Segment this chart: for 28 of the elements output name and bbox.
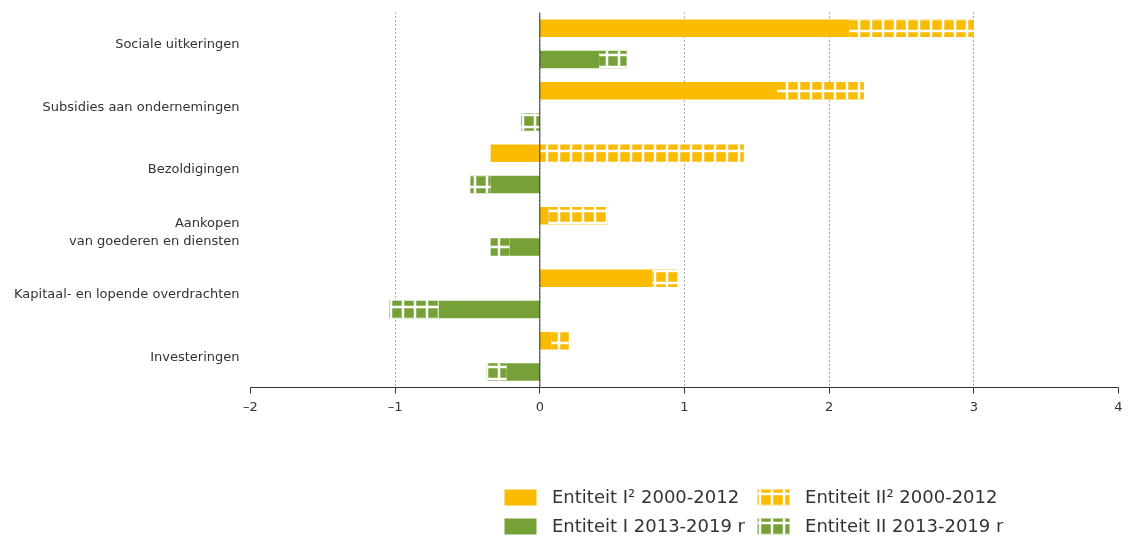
bar — [438, 300, 540, 319]
bar — [490, 175, 540, 194]
x-tick-label: 3 — [969, 398, 978, 414]
x-tick-label: –1 — [387, 398, 403, 414]
x-tick-label: 1 — [680, 398, 689, 414]
legend-label: Entiteit II 2013-2019 r — [805, 515, 1004, 536]
legend-label: Entiteit I² 2000-2012 — [552, 486, 740, 507]
bar — [539, 206, 549, 225]
y-tick-label: Sociale uitkeringen — [115, 36, 240, 52]
y-tick-label: Bezoldigingen — [147, 161, 240, 177]
x-tick-label: 2 — [825, 398, 834, 414]
bar — [539, 331, 552, 350]
legend-label: Entiteit I 2013-2019 r — [552, 515, 746, 536]
y-tick-label: Subsidies aan ondernemingen — [42, 98, 240, 114]
y-tick-label: Aankopen van goederen en diensten — [69, 214, 240, 248]
bar — [539, 269, 653, 287]
bar — [539, 50, 600, 69]
bar — [539, 81, 778, 100]
x-tick-label: –2 — [243, 398, 258, 414]
x-tick-label: 0 — [535, 398, 544, 414]
bar — [509, 238, 540, 256]
y-tick-label: Investeringen — [150, 348, 240, 364]
x-tick-label: 4 — [1114, 398, 1123, 414]
legend-label: Entiteit II² 2000-2012 — [805, 486, 998, 507]
bar — [490, 144, 540, 162]
bar — [539, 19, 850, 37]
y-tick-label: Kapitaal- en lopende overdrachten — [14, 286, 240, 302]
bar — [506, 363, 540, 381]
